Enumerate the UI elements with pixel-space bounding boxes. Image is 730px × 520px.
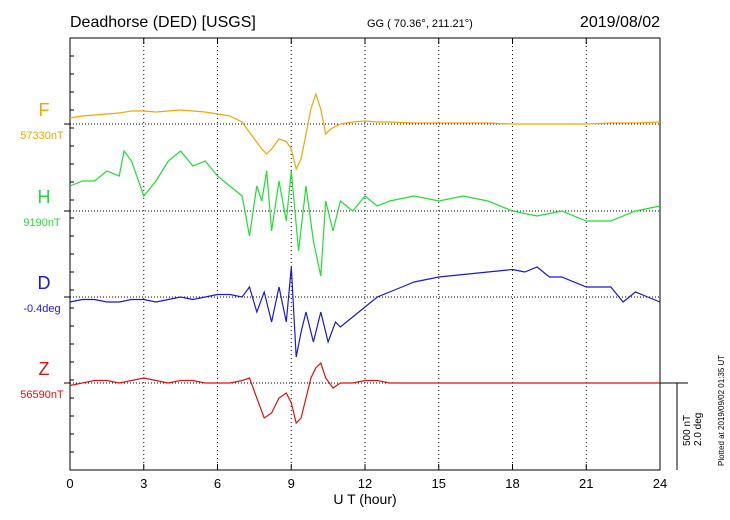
channel-baseline-z: 56590nT <box>20 389 64 401</box>
channel-letter-h: H <box>38 187 51 207</box>
x-tick-label: 15 <box>432 476 446 491</box>
scale-bar: 500 nT 2.0 deg <box>660 382 704 470</box>
x-tick-label: 9 <box>288 476 295 491</box>
channel-baseline-f: 57330nT <box>20 130 64 142</box>
x-tick-label: 21 <box>579 476 593 491</box>
scale-deg-label: 2.0 deg <box>693 413 704 446</box>
channel-baselines <box>64 123 660 384</box>
channel-baseline-d: -0.4deg <box>23 303 60 315</box>
x-axis-ticks: 0 3 6 9 12 15 18 21 24 <box>66 38 667 491</box>
plot-date: 2019/08/02 <box>580 14 660 31</box>
x-tick-label: 0 <box>66 476 73 491</box>
x-tick-label: 12 <box>358 476 372 491</box>
x-axis-label: U T (hour) <box>333 491 396 507</box>
station-title: Deadhorse (DED) [USGS] <box>70 14 256 31</box>
channel-letter-f: F <box>39 100 50 120</box>
grid <box>143 38 587 470</box>
channel-baseline-h: 9190nT <box>23 217 61 229</box>
series-lines <box>69 92 661 425</box>
channel-letter-d: D <box>38 273 51 293</box>
x-tick-label: 3 <box>140 476 147 491</box>
series-line-f <box>69 92 661 171</box>
x-tick-label: 18 <box>505 476 519 491</box>
channel-labels: F 57330nT H 9190nT D -0.4deg Z 56590nT <box>20 100 64 401</box>
series-line-z <box>69 361 660 425</box>
plotted-timestamp: Plotted at 2019/09/02 01:35 UT <box>717 355 726 466</box>
series-line-h <box>69 149 661 277</box>
series-line-d <box>69 266 661 358</box>
x-tick-label: 24 <box>653 476 667 491</box>
channel-letter-z: Z <box>39 359 50 379</box>
x-tick-label: 6 <box>214 476 221 491</box>
station-coords: GG ( 70.36°, 211.21°) <box>367 18 473 30</box>
scale-nt-label: 500 nT <box>682 415 693 446</box>
